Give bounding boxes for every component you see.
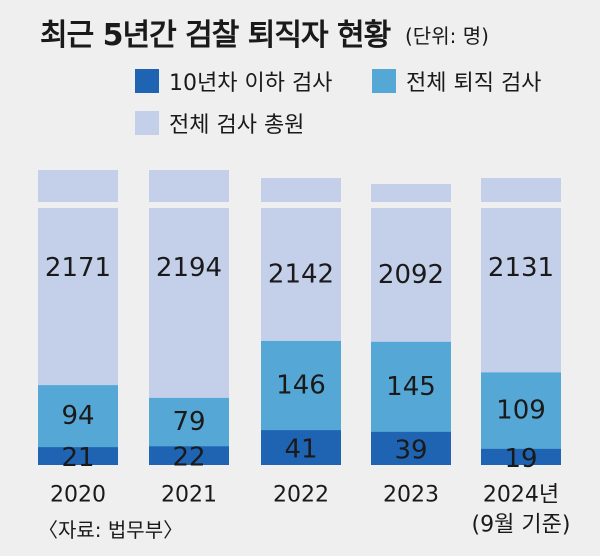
label-retired-2021: 79 <box>172 407 205 437</box>
label-under10-2021: 22 <box>172 443 205 473</box>
legend-item-total: 전체 검사 총원 <box>135 107 304 139</box>
legend-swatch-total <box>135 111 159 135</box>
label-retired-2020: 94 <box>61 401 94 431</box>
legend-item-under10: 10년차 이하 검사 <box>135 65 332 97</box>
legend-swatch-under10 <box>135 69 159 93</box>
legend-label-retired: 전체 퇴직 검사 <box>406 71 542 96</box>
chart-title: 최근 5년간 검찰 퇴직자 현황 <box>40 18 391 53</box>
category-label-2020: 2020 <box>50 483 106 508</box>
bar-total-cap-2021 <box>149 170 229 202</box>
bar-total-2022 <box>261 208 341 341</box>
category-label-2024-sub: (9월 기준) <box>472 513 571 538</box>
bar-under10-2023 <box>371 431 451 465</box>
label-retired-2024: 109 <box>496 396 546 426</box>
label-total-2023: 2092 <box>378 260 444 290</box>
bar-total-cap-2023 <box>371 184 451 202</box>
unit-label: (단위: 명) <box>405 24 489 48</box>
bar-total-2023 <box>371 208 451 342</box>
label-under10-2023: 39 <box>394 435 427 465</box>
bar-total-cap-2020 <box>38 170 118 202</box>
source-note: 〈자료: 법무부〉 <box>38 518 184 542</box>
legend-swatch-retired <box>372 69 396 93</box>
category-label-2022: 2022 <box>273 483 329 508</box>
legend-label-under10: 10년차 이하 검사 <box>169 71 333 96</box>
category-label-2021: 2021 <box>161 483 217 508</box>
legend-label-total: 전체 검사 총원 <box>169 113 305 138</box>
bar-under10-2022 <box>261 430 341 465</box>
legend-item-retired: 전체 퇴직 검사 <box>372 65 541 97</box>
bar-total-2024 <box>481 208 561 373</box>
category-label-2024: 2024년 <box>483 483 559 508</box>
label-retired-2023: 145 <box>386 372 436 402</box>
label-total-2022: 2142 <box>268 259 334 289</box>
label-under10-2022: 41 <box>284 435 317 465</box>
label-total-2020: 2171 <box>45 253 111 283</box>
bar-under10-2020 <box>38 447 118 465</box>
label-under10-2024: 19 <box>504 444 537 474</box>
bar-under10-2021 <box>149 446 229 465</box>
label-total-2021: 2194 <box>156 253 222 283</box>
label-total-2024: 2131 <box>488 253 554 283</box>
label-under10-2020: 21 <box>61 443 94 473</box>
bar-under10-2024 <box>481 448 561 465</box>
category-label-2023: 2023 <box>383 483 439 508</box>
bar-total-2021 <box>149 208 229 398</box>
label-retired-2022: 146 <box>276 371 326 401</box>
bar-total-cap-2024 <box>481 178 561 202</box>
bar-total-cap-2022 <box>261 178 341 202</box>
bar-total-2020 <box>38 208 118 386</box>
